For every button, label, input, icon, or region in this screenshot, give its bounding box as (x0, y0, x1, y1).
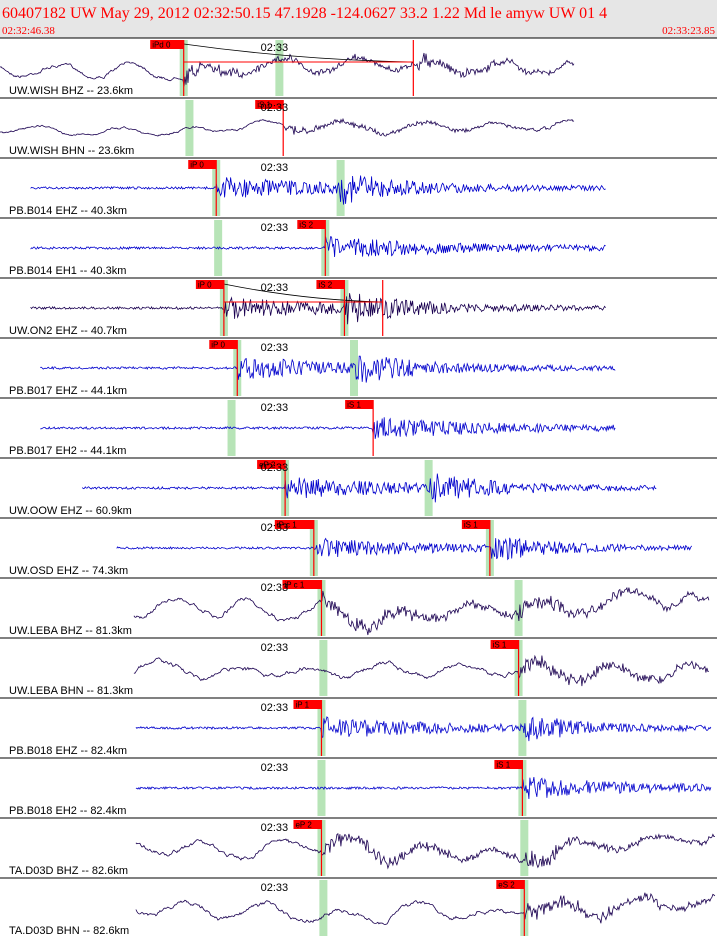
pick-label: iS 2 (318, 281, 332, 290)
minute-label: 02:33 (261, 282, 289, 294)
station-label: PB.B017 EHZ -- 44.1km (9, 385, 127, 397)
start-time: 02:32:46.38 (2, 25, 55, 37)
pick-label: iP 0 (190, 161, 204, 170)
waveform-trace (134, 588, 709, 635)
pick-label: eP 2 (295, 821, 312, 830)
waveform-trace (117, 538, 692, 560)
pick-band (350, 340, 358, 396)
minute-label: 02:33 (261, 342, 289, 354)
station-label: UW.OOW EHZ -- 60.9km (9, 505, 132, 517)
minute-label: 02:33 (261, 702, 289, 714)
waveform-trace (136, 717, 711, 741)
minute-label: 02:33 (261, 582, 289, 594)
pick-label: iP 0 (198, 281, 212, 290)
station-label: UW.LEBA BHN -- 81.3km (9, 685, 133, 697)
trace-panel: iS 1 02:33 UW.LEBA BHN -- 81.3km (0, 638, 717, 697)
minute-label: 02:33 (261, 42, 289, 54)
station-label: UW.ON2 EHZ -- 40.7km (9, 325, 127, 337)
pick-label: iS 1 (347, 401, 361, 410)
minute-label: 02:33 (261, 402, 289, 414)
waveform-trace (136, 893, 715, 925)
pick-label: iPd 0 (152, 41, 171, 50)
pick-label: eS 2 (498, 881, 515, 890)
pick-band (319, 880, 327, 936)
waveform-trace (0, 53, 574, 86)
waveform-trace (134, 656, 709, 687)
waveform-trace (82, 474, 656, 503)
trace-panel: iS 2 02:33 PB.B014 EH1 -- 40.3km (0, 218, 717, 277)
minute-label: 02:33 (261, 522, 289, 534)
trace-panels: iPd 0 02:33 UW.WISH BHZ -- 23.6km iS 1 02:33… (0, 38, 717, 937)
pick-band (337, 160, 345, 216)
waveform-trace (0, 119, 574, 136)
waveform-trace (31, 237, 606, 257)
pick-label: iS 1 (464, 521, 478, 530)
trace-panel: iS 102:33 UW.WISH BHN -- 23.6km (0, 98, 717, 157)
waveform-trace (40, 356, 615, 383)
station-label: PB.B018 EH2 -- 82.4km (9, 805, 126, 817)
pick-label: iS 1 (496, 761, 510, 770)
trace-panel: eP 202:33UW.OOW EHZ -- 60.9km (0, 458, 717, 517)
station-label: PB.B018 EHZ -- 82.4km (9, 745, 127, 757)
pick-label: iS 2 (299, 221, 313, 230)
minute-label: 02:33 (261, 642, 289, 654)
coda-fit-curve (184, 44, 414, 62)
waveform-trace (31, 176, 606, 205)
trace-panel: eP 2 02:33 TA.D03D BHZ -- 82.6km (0, 818, 717, 877)
trace-panel: iP 0 02:33 PB.B017 EHZ -- 44.1km (0, 338, 717, 397)
pick-band (319, 640, 327, 696)
trace-panel: iS 1 02:33 PB.B018 EH2 -- 82.4km (0, 758, 717, 817)
trace-panel: iPd 0 02:33 UW.WISH BHZ -- 23.6km (0, 38, 717, 97)
end-time: 02:33:23.85 (662, 25, 715, 37)
event-title: 60407182 UW May 29, 2012 02:32:50.15 47.… (2, 5, 607, 22)
minute-label: 02:33 (261, 222, 289, 234)
minute-label: 02:33 (261, 462, 289, 474)
station-label: TA.D03D BHZ -- 82.6km (9, 865, 128, 877)
trace-panel: iP c 1 iS 1 02:33 UW.OSD EHZ -- 74.3km (0, 518, 717, 577)
pick-band (520, 820, 528, 876)
trace-panel: iS 1 02:33 PB.B017 EH2 -- 44.1km (0, 398, 717, 457)
waveform-trace (136, 834, 715, 868)
station-label: PB.B017 EH2 -- 44.1km (9, 445, 126, 457)
station-label: UW.OSD EHZ -- 74.3km (9, 565, 128, 577)
minute-label: 02:33 (261, 762, 289, 774)
station-label: TA.D03D BHN -- 82.6km (9, 925, 129, 937)
pick-label: iP 0 (211, 341, 225, 350)
trace-panel: iP c 102:33UW.LEBA BHZ -- 81.3km (0, 578, 717, 637)
pick-band (515, 580, 523, 636)
pick-label: iS 1 (493, 641, 507, 650)
waveform-trace (136, 777, 711, 799)
minute-label: 02:33 (261, 822, 289, 834)
coda-fit-curve (224, 284, 383, 302)
station-label: PB.B014 EH1 -- 40.3km (9, 265, 126, 277)
station-label: UW.WISH BHN -- 23.6km (9, 145, 134, 157)
station-label: UW.WISH BHZ -- 23.6km (9, 85, 133, 97)
trace-panel: iP 0 02:33 PB.B014 EHZ -- 40.3km (0, 158, 717, 217)
trace-panel: iP 1 02:33 PB.B018 EHZ -- 82.4km (0, 698, 717, 757)
waveform-trace (40, 417, 615, 439)
minute-label: 02:33 (261, 162, 289, 174)
station-label: PB.B014 EHZ -- 40.3km (9, 205, 127, 217)
trace-panel: eS 2 02:33 TA.D03D BHN -- 82.6km (0, 878, 717, 937)
minute-label: 02:33 (261, 102, 289, 114)
station-label: UW.LEBA BHZ -- 81.3km (9, 625, 132, 637)
minute-label: 02:33 (261, 882, 289, 894)
trace-panel: iP 0 iS 2 02:33 UW.ON2 EHZ -- 40.7km (0, 278, 717, 337)
pick-label: iP 1 (295, 701, 309, 710)
